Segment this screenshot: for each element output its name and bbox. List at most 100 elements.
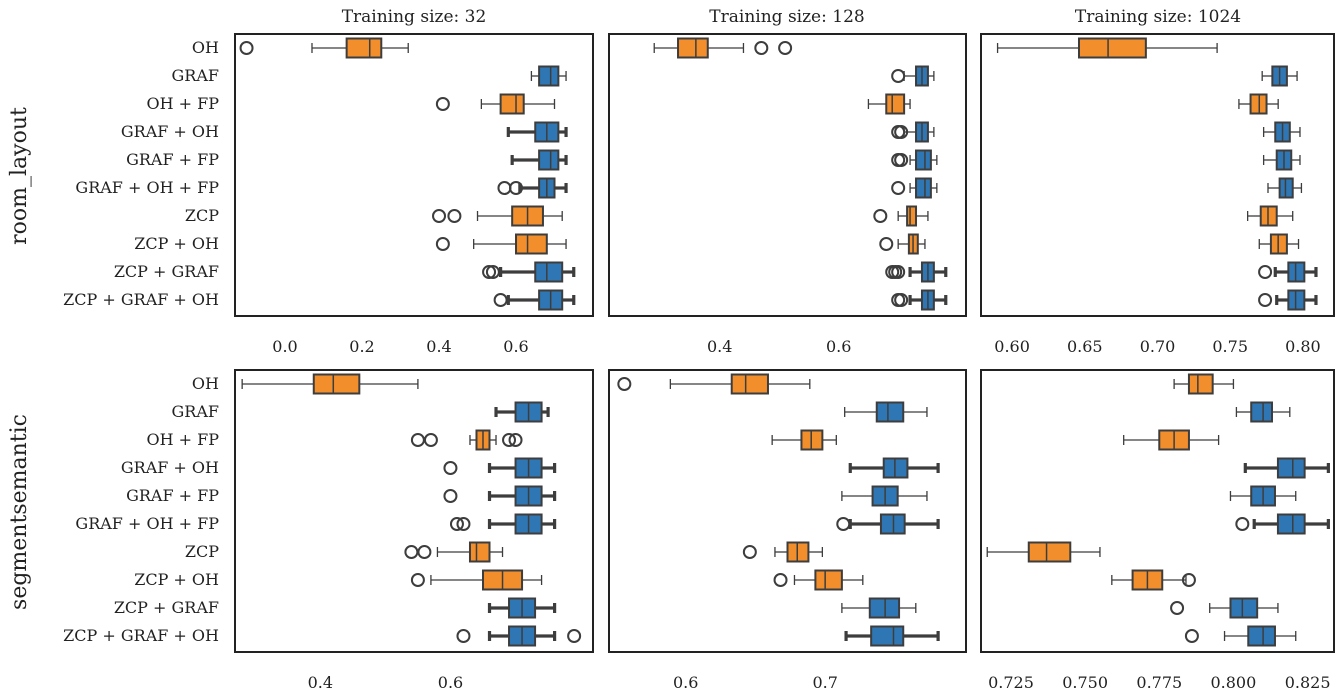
outlier-point [432,209,447,223]
x-tick-label: 0.60 [994,337,1030,356]
outlier-point [1184,629,1199,643]
outlier-point [435,97,450,111]
outlier-point [508,433,523,447]
box-body [345,37,383,59]
box-body [1077,37,1147,59]
box-body [1229,597,1259,619]
box-graf-oh [891,121,935,143]
outlier-point [482,265,497,279]
outlier-point [443,461,458,475]
category-labels-bottom: OH GRAF OH + FP GRAF + OH GRAF + FP GRAF… [63,374,219,645]
box-graf [844,401,928,423]
panel-1-1: 0.6 0.7 [617,373,940,692]
x-tick-label: 0.6 [673,673,698,692]
box-graf-oh-fp [836,513,940,535]
category-label: OH + FP [146,430,219,449]
panel-1-0: 0.4 0.6 [241,373,582,692]
box-zcp-oh [435,233,567,255]
box-body [915,177,932,199]
category-label: ZCP + OH [134,234,219,253]
box-graf-fp [1262,149,1301,171]
box-graf-oh-fp [1267,177,1303,199]
outlier-point [485,265,500,279]
box-oh [241,373,419,395]
outlier-point [1235,517,1250,531]
outlier-point [493,293,508,307]
panel-frame [980,369,1335,653]
category-label: GRAF + FP [126,486,219,505]
category-label: GRAF + OH [121,122,219,141]
category-label: ZCP [185,206,219,225]
outlier-point [447,209,462,223]
x-tick-label: 0.4 [707,337,732,356]
category-label: ZCP + OH [134,570,219,589]
panel-frame [980,33,1335,317]
outlier-point [1258,265,1273,279]
box-graf-oh-fp [497,177,568,199]
box-zcp-oh [1111,569,1196,591]
x-tick-label: 0.0 [272,337,297,356]
box-body [730,373,769,395]
panel-frame [234,369,594,653]
box-body [1027,541,1072,563]
box-zcp-graf [1170,597,1279,619]
outlier-point [410,573,425,587]
box-zcp-graf-oh [456,625,582,647]
box-graf-oh-fp [891,177,938,199]
box-graf-oh [443,457,557,479]
box-body [538,65,560,87]
outlier-point [894,153,909,167]
outlier-point [449,517,464,531]
box-graf [1261,65,1298,87]
x-tick-label: 0.70 [1140,337,1176,356]
box-body [1187,373,1214,395]
outlier-point [410,433,425,447]
outlier-point [435,237,450,251]
outlier-point [891,265,906,279]
box-graf-fp [891,149,938,171]
box-zcp-graf [482,261,576,283]
x-tick-label: 0.6 [438,673,463,692]
box-body [870,625,905,647]
category-labels-top: OH GRAF OH + FP GRAF + OH GRAF + FP GRAF… [63,38,219,309]
box-body [515,233,548,255]
box-graf [530,65,567,87]
category-label: ZCP + GRAF [114,262,219,281]
box-zcp [742,541,824,563]
outlier-point [417,545,432,559]
box-body [1247,625,1276,647]
box-zcp-graf [1258,261,1318,283]
box-graf-fp [510,149,568,171]
box-graf-fp [443,485,557,507]
category-label: GRAF + FP [126,150,219,169]
outlier-point [778,41,793,55]
box-oh [653,37,793,59]
outlier-point [456,517,471,531]
x-tick-label: 0.75 [1212,337,1248,356]
x-tick-label: 0.4 [308,673,333,692]
box-oh-fp [867,93,911,115]
box-zcp-graf [487,597,557,619]
box-body [468,541,491,563]
outlier-point [456,629,471,643]
panel-frame [608,369,967,653]
chart-marks: 0.0 0.2 0.4 0.6 0.4 0.6 0.60 0.65 0.70 0.75 0.800.… [239,37,1331,692]
panel-frame [234,33,594,317]
category-label: GRAF [172,66,219,85]
box-zcp [986,541,1101,563]
outlier-point [497,181,512,195]
box-oh-fp [771,429,837,451]
x-tick-label: 0.800 [1210,673,1256,692]
box-body [814,569,843,591]
box-body [534,261,564,283]
box-graf-fp [841,485,928,507]
box-body [1276,513,1306,535]
x-tick-label: 0.6 [503,337,528,356]
x-tick-label: 0.65 [1067,337,1103,356]
category-label: GRAF + OH + FP [75,514,219,533]
outlier-point [894,125,909,139]
box-zcp-graf-oh [1258,289,1318,311]
box-body [312,373,361,395]
row-label-room-layout: room_layout [7,107,32,245]
x-tick-label: 0.7 [812,673,837,692]
